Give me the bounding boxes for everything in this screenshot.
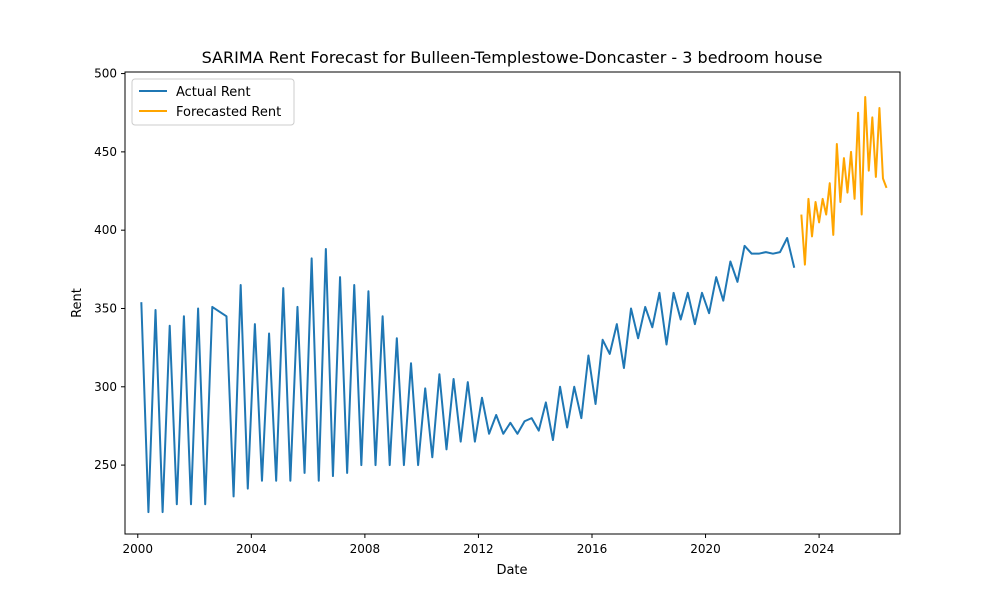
x-tick-label: 2024 bbox=[804, 542, 835, 556]
x-axis-label: Date bbox=[496, 563, 527, 578]
x-tick-label: 2012 bbox=[463, 542, 494, 556]
legend-box bbox=[131, 78, 295, 126]
y-tick-label: 300 bbox=[94, 380, 117, 394]
plot-area-frame bbox=[124, 71, 901, 535]
x-axis-ticks: 2000 2004 2008 2012 2016 2020 2024 bbox=[123, 534, 835, 556]
y-tick-label: 400 bbox=[94, 223, 117, 237]
x-tick-label: 2004 bbox=[236, 542, 267, 556]
x-tick-label: 2016 bbox=[577, 542, 608, 556]
x-tick-label: 2020 bbox=[690, 542, 721, 556]
y-tick-label: 500 bbox=[94, 67, 117, 81]
y-axis-label: Rent bbox=[70, 288, 85, 318]
legend-label: Forecasted Rent bbox=[176, 105, 281, 120]
legend-label: Actual Rent bbox=[176, 85, 251, 100]
y-tick-label: 250 bbox=[94, 458, 117, 472]
x-tick-label: 2000 bbox=[123, 542, 154, 556]
actual-rent-line bbox=[140, 237, 796, 514]
chart-title: SARIMA Rent Forecast for Bulleen-Temples… bbox=[202, 48, 823, 67]
series-lines bbox=[140, 96, 888, 514]
legend: Actual Rent Forecasted Rent bbox=[131, 78, 295, 126]
y-axis-ticks: 250 300 350 400 450 500 bbox=[94, 67, 125, 472]
y-tick-label: 450 bbox=[94, 145, 117, 159]
x-tick-label: 2008 bbox=[350, 542, 381, 556]
y-tick-label: 350 bbox=[94, 301, 117, 315]
forecasted-rent-line bbox=[800, 96, 888, 266]
